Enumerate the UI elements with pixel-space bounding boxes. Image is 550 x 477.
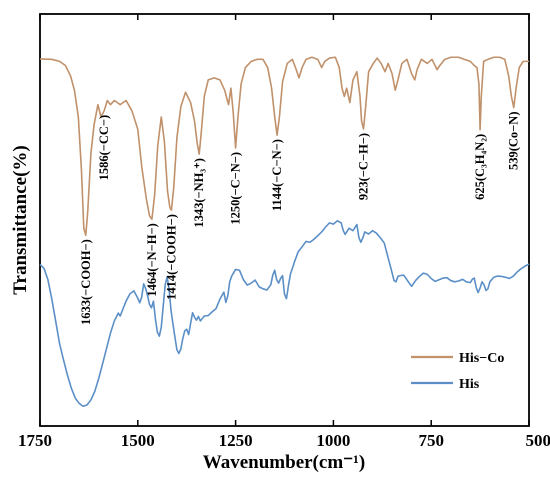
- series-line-his-co: [39, 56, 529, 237]
- x-ticks: 1750 1500 1250 1000 750 500: [18, 14, 550, 450]
- peak-label-1250: 1250(−C−N−): [229, 152, 243, 225]
- peak-label-923: 923(−C−H−): [357, 133, 371, 200]
- x-tick-label: 1500: [121, 431, 155, 450]
- peak-label-1633: 1633(−COOH−): [79, 239, 93, 325]
- series-layer: [39, 56, 530, 408]
- peak-label-539: 539(Co−N): [507, 112, 521, 171]
- peak-label-1144: 1144(−C−N−): [270, 139, 284, 211]
- y-axis-label: Transmittance(%): [10, 145, 31, 295]
- peak-annotations: 1633(−COOH−) 1586(−CC−) 1464(−N−H−) 1414(−C…: [79, 112, 521, 325]
- peak-label-1464: 1464(−N−H−): [145, 223, 159, 296]
- plot-area-frame: [39, 13, 530, 427]
- legend-label-his: His: [459, 377, 480, 392]
- x-tick-label: 500: [526, 431, 550, 450]
- legend-label-his-co: His−Co: [459, 351, 504, 366]
- x-tick-label: 1750: [18, 431, 52, 450]
- x-tick-label: 1250: [219, 431, 253, 450]
- x-axis-label: Wavenumber(cm⁻¹): [203, 452, 365, 473]
- x-tick-label: 1000: [316, 431, 350, 450]
- legend: His−Co His: [411, 351, 504, 392]
- x-tick-label: 750: [418, 431, 444, 450]
- series-line-his: [39, 220, 530, 408]
- peak-label-625: 625(C₃H₄N₂): [473, 134, 487, 200]
- peak-label-1586: 1586(−CC−): [97, 115, 111, 181]
- peak-label-1343: 1343(−NH₃⁺): [192, 158, 206, 228]
- peak-label-1414: 1414(−COOH−): [164, 214, 178, 300]
